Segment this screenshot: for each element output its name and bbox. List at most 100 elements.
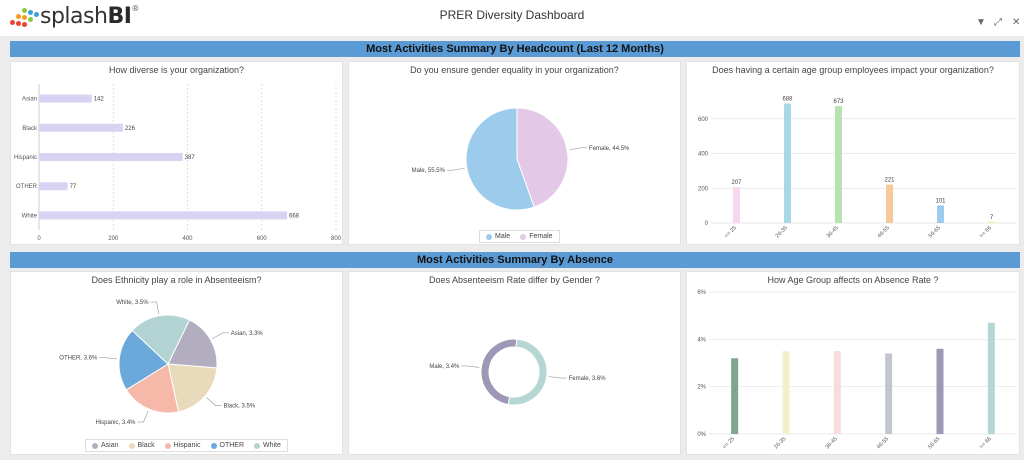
y-tick-label: 400 [698,152,709,158]
data-label: White, 3.5% [116,300,149,306]
bar [39,182,68,191]
legend-dot-icon [520,233,527,240]
x-tick-label: 26-35 [773,436,787,450]
gender-legend: Male Female [479,230,560,243]
legend-item-white[interactable]: White [254,442,281,449]
panel-gender-absence: Does Absenteeism Rate differ by Gender ?… [348,271,681,455]
x-tick-label: 400 [182,236,193,242]
pie-slice [507,338,548,406]
data-label: Male, 55.5% [412,168,446,174]
legend-item-asian[interactable]: Asian [92,442,119,449]
panel-ethnicity-headcount: How diverse is your organization? 0 200 40… [10,61,343,245]
data-label: Female, 3.6% [569,376,607,382]
bar [39,153,183,161]
label-leader [212,332,229,340]
y-tick-label: OTHER [16,184,38,190]
data-label: 668 [289,213,300,219]
y-tick-label: Asian [22,97,37,103]
panel-age-absence: How Age Group affects on Absence Rate ? … [686,271,1020,455]
data-label: Asian, 3.3% [231,331,264,337]
x-tick-label: 800 [331,236,342,242]
section-header-headcount: Most Activities Summary By Headcount (La… [10,41,1020,57]
pie-slice [465,107,535,211]
legend-item-black[interactable]: Black [128,442,155,449]
ethnicity-bar-chart: 0 200 400 600 800 Asian 142 Black 226 Hispanic 387… [14,84,342,242]
legend-label: OTHER [219,442,245,449]
x-tick-label: 200 [108,236,119,242]
x-tick-label: 0 [37,236,41,242]
data-label: Black, 3.5% [223,403,255,409]
label-leader [99,357,118,360]
logo-text: splashBI® [40,4,139,29]
y-tick-label: Hispanic [14,155,37,161]
bar [937,205,944,223]
legend-item-other[interactable]: OTHER [210,442,245,449]
chart-title: How diverse is your organization? [108,65,245,75]
x-tick-label: 46-55 [877,225,891,239]
bar [39,123,123,132]
legend-item-hispanic[interactable]: Hispanic [164,442,201,449]
legend-dot-icon [128,442,135,449]
bar [833,351,841,434]
legend-item-male[interactable]: Male [486,233,510,240]
legend-label: Female [529,233,553,240]
filter-icon[interactable]: ▼ [976,17,986,28]
y-tick-label: White [22,213,38,219]
legend-label: White [263,442,281,449]
data-label: Female, 44.5% [589,146,630,152]
age-absence-bar-chart: 0% 2% 4% 6% <= 25 26-35 36-45 46-55 56-65 >= 66 [697,290,1017,450]
pie-slice [167,363,218,413]
pie-slice [118,329,169,391]
expand-icon[interactable]: ⤢ [994,17,1002,28]
data-label: 688 [782,96,793,102]
label-leader [461,365,480,368]
legend-label: Black [137,442,155,449]
x-tick-label: 36-45 [825,436,839,450]
chart-title: Does Ethnicity play a role in Absenteeis… [91,275,262,285]
x-tick-label: 56-65 [928,225,942,239]
dashboard-title: PRER Diversity Dashboard [439,8,585,22]
x-tick-label: <= 25 [722,436,736,450]
gender-pie-chart: Male, 55.5% Female, 44.5% [412,107,630,211]
legend-item-female[interactable]: Female [520,233,553,240]
ethnicity-absence-pie-chart: Asian, 3.3% Black, 3.5% Hispanic, 3.4% OTHE… [59,300,264,426]
bar [987,322,995,434]
panel-age-headcount: Does having a certain age group employee… [686,61,1020,245]
label-leader [150,301,160,314]
data-label: 226 [125,126,136,132]
legend-label: Male [495,233,511,240]
x-tick-label: 600 [257,236,268,242]
data-label: 207 [731,180,742,186]
pie-slice [131,314,191,365]
legend-dot-icon [164,442,171,449]
legend-dot-icon [254,442,260,449]
bar [39,211,287,220]
data-label: OTHER, 3.6% [59,356,98,362]
label-leader [137,410,149,423]
x-tick-label: >= 66 [979,225,993,239]
close-icon[interactable]: ✕ [1012,17,1021,28]
x-tick-label: 36-45 [826,225,840,239]
x-tick-label: 26-35 [775,225,789,239]
splashbi-logo: splashBI® [10,4,139,29]
pie-slice [167,319,218,369]
legend-dot-icon [486,233,492,240]
data-label: 673 [833,99,844,105]
y-tick-label: 600 [698,117,709,123]
label-leader [206,397,222,406]
bar [784,103,791,223]
y-tick-label: 0% [697,432,706,438]
data-label: 7 [990,215,994,221]
panel-ethnicity-absence: Does Ethnicity play a role in Absenteeis… [10,271,343,455]
x-tick-label: <= 25 [724,225,738,239]
legend-label: Hispanic [173,442,201,449]
panel-gender-headcount: Do you ensure gender equality in your or… [348,61,681,245]
bar [835,106,842,223]
x-tick-label: 46-55 [876,436,890,450]
data-label: Hispanic, 3.4% [95,420,136,426]
bar [936,348,944,434]
x-tick-label: >= 66 [979,436,993,450]
y-tick-label: 0 [705,221,709,227]
chart-title: Does Absenteeism Rate differ by Gender ? [429,275,600,285]
bar [886,184,893,223]
